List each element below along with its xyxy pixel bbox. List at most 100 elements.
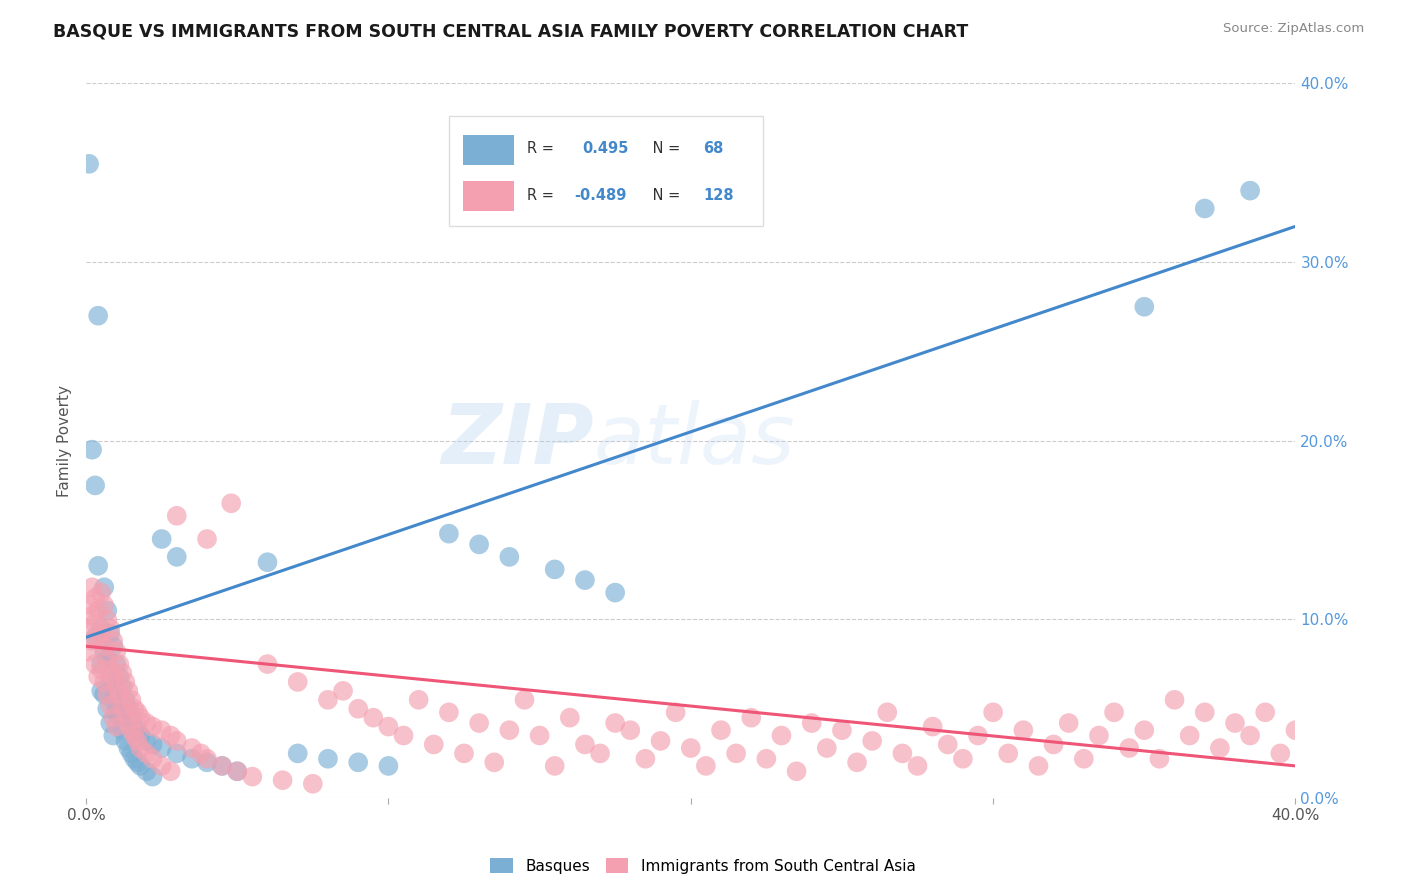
Point: [316, 693, 339, 707]
Point: [287, 675, 309, 690]
Point: [82, 442, 104, 457]
Point: [1194, 202, 1216, 216]
Point: [786, 764, 808, 779]
Text: 68: 68: [703, 141, 723, 156]
Point: [93, 580, 115, 594]
Point: [453, 747, 475, 761]
Point: [1239, 729, 1261, 743]
Point: [377, 720, 399, 734]
Point: [93, 598, 115, 612]
Point: [423, 738, 446, 752]
Point: [120, 693, 142, 707]
Point: [90, 621, 112, 635]
Point: [392, 729, 415, 743]
Point: [1133, 300, 1156, 314]
Point: [117, 741, 139, 756]
Point: [98, 675, 121, 690]
Point: [831, 723, 853, 738]
Point: [77, 598, 100, 612]
Point: [180, 752, 202, 766]
Point: [316, 752, 339, 766]
Point: [96, 612, 118, 626]
Point: [129, 759, 152, 773]
Point: [87, 309, 110, 323]
Point: [127, 756, 149, 770]
Point: [111, 681, 134, 695]
Point: [120, 747, 142, 761]
Point: [142, 752, 165, 766]
Point: [98, 716, 121, 731]
Point: [127, 723, 149, 738]
Point: [135, 734, 157, 748]
Point: [981, 706, 1004, 720]
Point: [347, 756, 370, 770]
Point: [437, 706, 460, 720]
Point: [211, 759, 233, 773]
Point: [437, 526, 460, 541]
Point: [936, 738, 959, 752]
Text: 0.495: 0.495: [582, 141, 628, 156]
Point: [558, 711, 581, 725]
Text: R =: R =: [527, 141, 560, 156]
Point: [226, 764, 249, 779]
Point: [98, 621, 121, 635]
Point: [363, 711, 385, 725]
Point: [468, 716, 491, 731]
Bar: [464, 135, 515, 164]
Point: [860, 734, 883, 748]
Point: [105, 684, 128, 698]
Point: [574, 573, 596, 587]
Point: [1073, 752, 1095, 766]
Point: [120, 723, 142, 738]
Point: [105, 681, 128, 695]
Point: [84, 478, 107, 492]
Point: [103, 693, 125, 707]
Point: [108, 688, 131, 702]
Point: [1012, 723, 1035, 738]
Point: [108, 669, 131, 683]
Point: [77, 157, 100, 171]
Bar: [464, 181, 515, 211]
Point: [87, 558, 110, 573]
Text: N =: N =: [648, 188, 685, 202]
FancyBboxPatch shape: [449, 116, 763, 227]
Point: [725, 747, 748, 761]
Point: [195, 752, 218, 766]
Point: [150, 759, 173, 773]
Point: [665, 706, 688, 720]
Point: [211, 759, 233, 773]
Point: [1163, 693, 1185, 707]
Point: [468, 537, 491, 551]
Point: [740, 711, 762, 725]
Point: [1270, 747, 1292, 761]
Point: [907, 759, 929, 773]
Point: [755, 752, 778, 766]
Point: [287, 747, 309, 761]
Point: [967, 729, 990, 743]
Point: [127, 734, 149, 748]
Point: [90, 657, 112, 671]
Point: [150, 741, 173, 756]
Point: [87, 669, 110, 683]
Text: ZIP: ZIP: [441, 401, 593, 482]
Point: [150, 723, 173, 738]
Point: [105, 720, 128, 734]
Point: [1194, 706, 1216, 720]
Point: [129, 711, 152, 725]
Point: [1178, 729, 1201, 743]
Text: Source: ZipAtlas.com: Source: ZipAtlas.com: [1223, 22, 1364, 36]
Point: [271, 773, 294, 788]
Point: [105, 657, 128, 671]
Point: [129, 729, 152, 743]
Text: -0.489: -0.489: [575, 188, 627, 202]
Point: [226, 764, 249, 779]
Point: [195, 756, 218, 770]
Point: [93, 675, 115, 690]
Point: [98, 626, 121, 640]
Point: [124, 720, 146, 734]
Point: [190, 747, 212, 761]
Point: [544, 562, 567, 576]
Point: [124, 702, 146, 716]
Point: [77, 644, 100, 658]
Point: [127, 706, 149, 720]
